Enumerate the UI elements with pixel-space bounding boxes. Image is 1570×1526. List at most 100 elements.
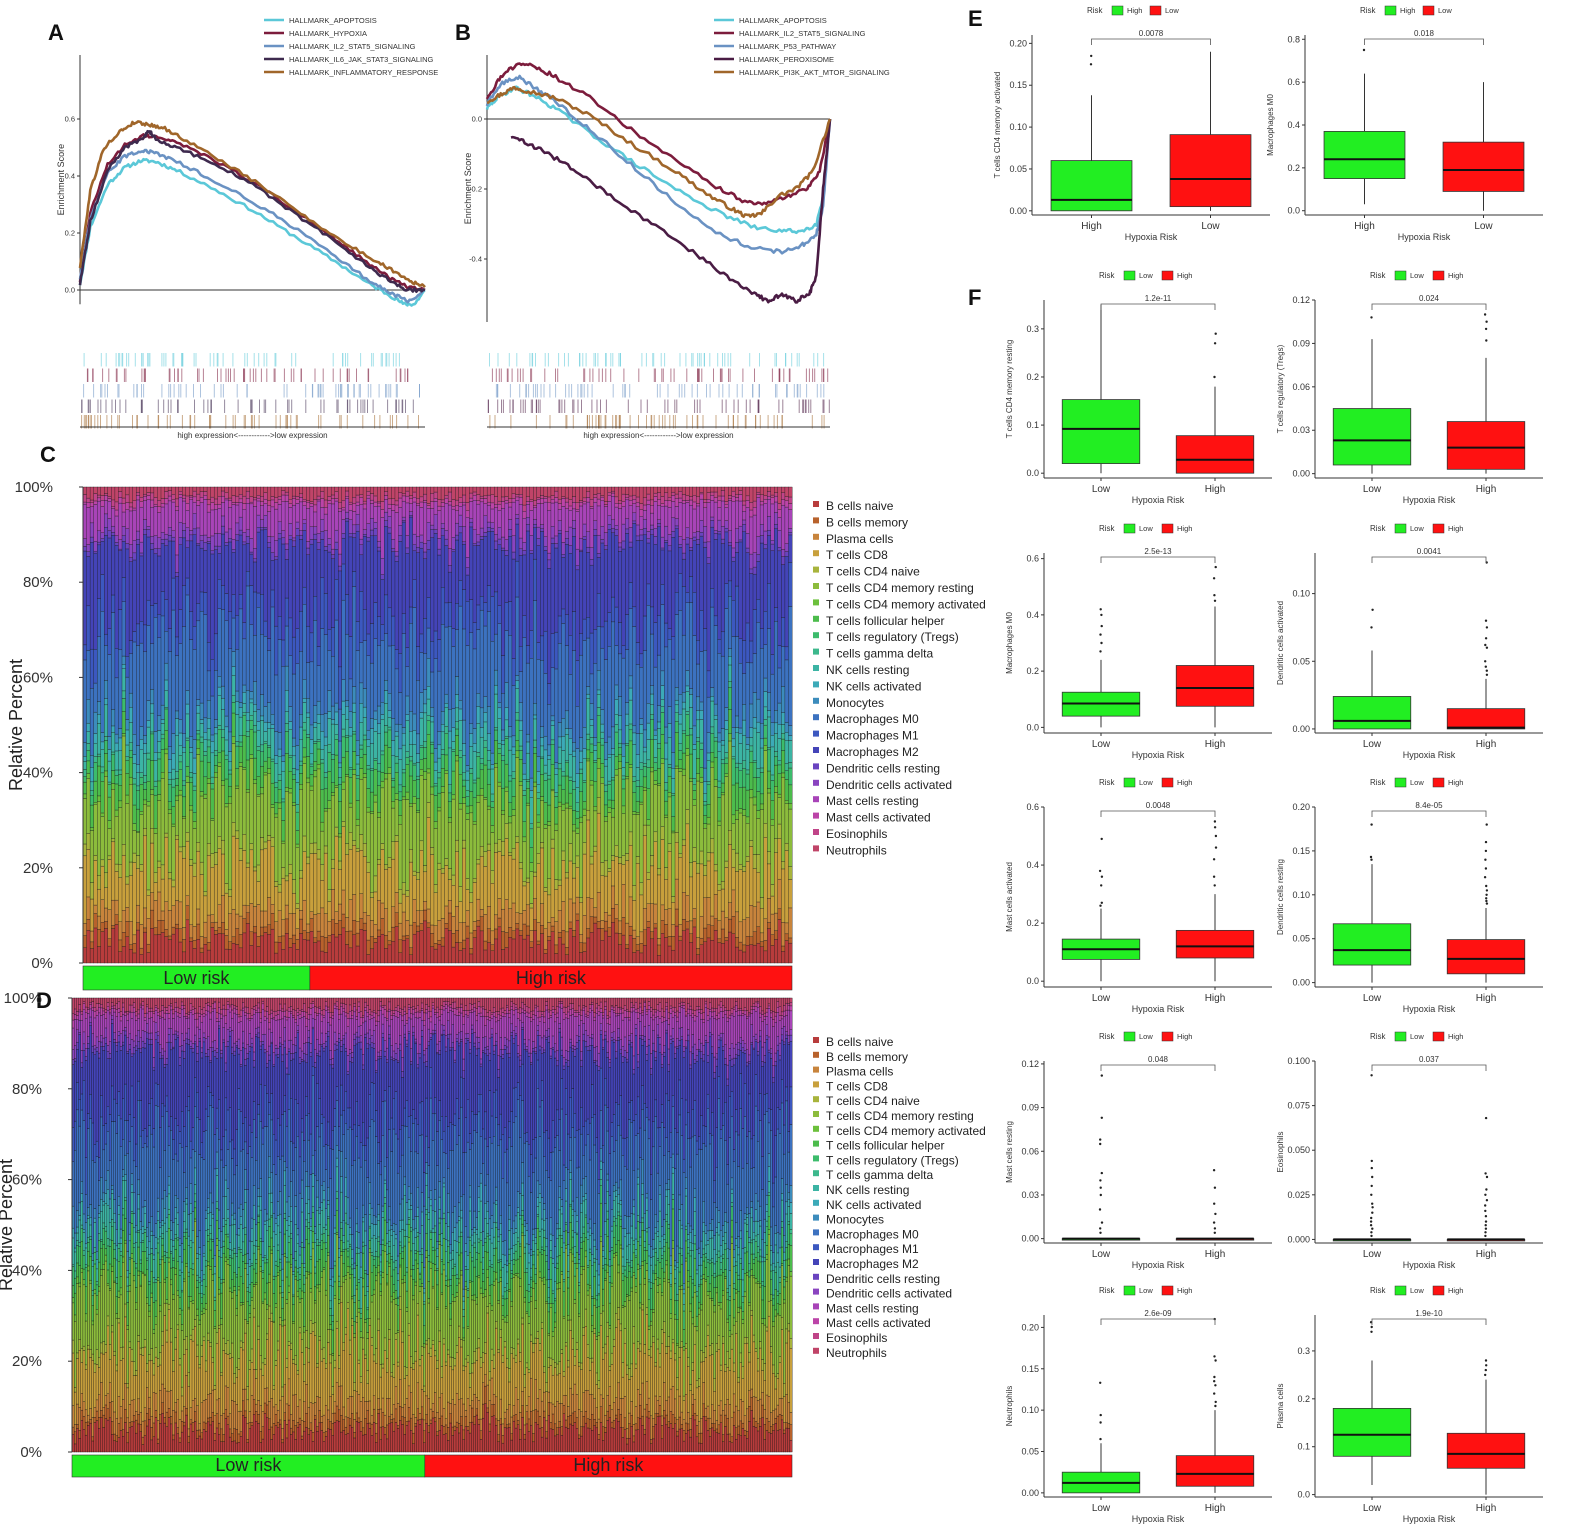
bar-segment <box>359 554 364 592</box>
bar-segment <box>699 742 704 750</box>
bar-segment <box>738 770 743 788</box>
bar-segment <box>681 919 687 932</box>
bar-segment <box>93 711 98 734</box>
bar-segment <box>146 486 151 493</box>
bar-segment <box>667 723 672 738</box>
bar-segment <box>139 739 144 750</box>
bar-segment <box>642 729 648 748</box>
bar-segment <box>557 784 562 803</box>
bar-segment <box>582 782 587 802</box>
bar-segment <box>355 825 360 849</box>
bar-segment <box>309 506 314 527</box>
bar-segment <box>366 861 371 873</box>
bar-segment <box>614 724 619 733</box>
bar-segment <box>426 768 431 774</box>
panel-label-a: A <box>48 20 64 45</box>
bar-segment <box>210 818 215 821</box>
bar-segment <box>533 781 538 788</box>
bar-segment <box>582 780 587 783</box>
bar-segment <box>674 486 679 495</box>
bar-segment <box>430 721 435 743</box>
bar-segment <box>341 927 346 964</box>
bar-segment <box>522 554 527 616</box>
bar-segment <box>352 712 357 732</box>
bar-segment <box>728 495 733 499</box>
bar-segment <box>579 551 584 634</box>
bar-segment <box>603 504 609 507</box>
bar-segment <box>100 865 105 900</box>
bar-segment <box>525 802 531 806</box>
bar-segment <box>408 606 414 624</box>
bar-segment <box>157 537 162 549</box>
bar-segment <box>213 934 219 964</box>
bar-segment <box>93 733 98 744</box>
bar-segment <box>749 750 754 763</box>
bar-segment <box>547 559 552 569</box>
bar-segment <box>302 851 307 901</box>
bar-segment <box>483 515 488 533</box>
bar-segment <box>497 785 502 840</box>
bar-segment <box>646 583 651 606</box>
bar-segment <box>494 842 499 853</box>
bar-segment <box>518 935 523 964</box>
bar-segment <box>504 791 509 824</box>
bar-segment <box>132 540 137 554</box>
bar-segment <box>150 703 155 714</box>
bar-segment <box>625 528 630 534</box>
bar-segment <box>416 753 421 763</box>
bar-segment <box>497 707 502 719</box>
bar-segment <box>685 691 690 712</box>
bar-segment <box>625 948 630 964</box>
bar-segment <box>89 827 95 831</box>
bar-segment <box>525 781 531 789</box>
bar-segment <box>735 636 740 717</box>
bar-segment <box>600 526 605 540</box>
bar-segment <box>238 534 243 595</box>
bar-segment <box>380 902 385 919</box>
bar-segment <box>444 865 449 907</box>
bar-segment <box>536 659 541 757</box>
bar-segment <box>621 778 626 790</box>
bar-segment <box>245 905 250 913</box>
bar-segment <box>238 498 243 503</box>
bar-segment <box>600 495 605 498</box>
bar-segment <box>582 808 587 816</box>
bar-segment <box>749 936 754 945</box>
bar-segment <box>685 537 690 545</box>
bar-segment <box>125 729 130 746</box>
bar-segment <box>189 782 194 807</box>
bar-segment <box>561 775 566 790</box>
sample-bar <box>143 486 148 964</box>
bar-segment <box>706 860 711 898</box>
bar-segment <box>288 721 293 730</box>
bar-segment <box>547 878 552 896</box>
bar-segment <box>366 915 371 941</box>
bar-segment <box>614 774 619 846</box>
bar-segment <box>479 727 484 738</box>
bar-segment <box>309 543 314 634</box>
bar-segment <box>136 832 141 856</box>
bar-segment <box>238 934 243 949</box>
bar-segment <box>508 802 513 817</box>
bar-segment <box>330 554 336 559</box>
bar-segment <box>614 645 619 686</box>
bar-segment <box>568 921 573 929</box>
bar-segment <box>515 842 520 913</box>
bar-segment <box>692 749 697 779</box>
bar-segment <box>199 491 204 498</box>
bar-segment <box>178 789 183 796</box>
bar-segment <box>256 497 261 502</box>
bar-segment <box>423 558 428 619</box>
bar-segment <box>82 923 87 936</box>
bar-segment <box>256 936 261 947</box>
bar-segment <box>299 610 304 652</box>
bar-segment <box>458 886 463 902</box>
bar-segment <box>728 596 733 649</box>
bar-segment <box>423 689 428 705</box>
bar-segment <box>674 878 679 910</box>
bar-segment <box>89 941 95 949</box>
bar-segment <box>128 707 134 723</box>
bar-segment <box>444 858 449 866</box>
bar-segment <box>284 491 289 496</box>
bar-segment <box>416 931 421 964</box>
